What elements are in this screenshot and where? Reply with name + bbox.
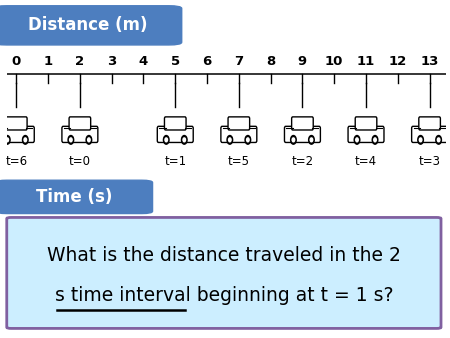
Circle shape (437, 138, 440, 142)
Text: 8: 8 (266, 55, 275, 68)
Circle shape (4, 136, 10, 144)
Circle shape (374, 138, 376, 142)
FancyBboxPatch shape (284, 126, 320, 142)
Text: 2: 2 (75, 55, 85, 68)
Circle shape (356, 138, 358, 142)
Circle shape (183, 138, 185, 142)
Circle shape (309, 136, 314, 144)
Circle shape (418, 136, 423, 144)
Text: 10: 10 (325, 55, 343, 68)
Circle shape (86, 136, 92, 144)
Text: t=5: t=5 (228, 155, 250, 168)
Circle shape (227, 136, 233, 144)
FancyBboxPatch shape (419, 117, 441, 130)
FancyBboxPatch shape (412, 126, 448, 142)
Circle shape (6, 138, 9, 142)
Circle shape (354, 136, 360, 144)
Text: t=1: t=1 (164, 155, 186, 168)
Circle shape (88, 138, 90, 142)
FancyBboxPatch shape (7, 217, 441, 329)
FancyBboxPatch shape (164, 117, 186, 130)
Text: 13: 13 (420, 55, 439, 68)
FancyBboxPatch shape (0, 126, 34, 142)
Text: 3: 3 (107, 55, 116, 68)
Text: t=2: t=2 (291, 155, 314, 168)
Circle shape (70, 138, 72, 142)
Circle shape (24, 138, 27, 142)
Circle shape (291, 136, 296, 144)
Text: t=3: t=3 (418, 155, 441, 168)
FancyBboxPatch shape (228, 117, 250, 130)
Circle shape (165, 138, 167, 142)
Circle shape (247, 138, 249, 142)
Circle shape (22, 136, 28, 144)
Text: 4: 4 (139, 55, 148, 68)
Text: s time interval beginning at t = 1 s?: s time interval beginning at t = 1 s? (54, 286, 393, 305)
Circle shape (419, 138, 422, 142)
FancyBboxPatch shape (292, 117, 313, 130)
Text: t=6: t=6 (5, 155, 27, 168)
FancyBboxPatch shape (62, 126, 98, 142)
Text: 5: 5 (171, 55, 180, 68)
Text: t=4: t=4 (355, 155, 377, 168)
Circle shape (181, 136, 187, 144)
Text: Time (s): Time (s) (36, 188, 112, 206)
Circle shape (310, 138, 313, 142)
FancyBboxPatch shape (355, 117, 377, 130)
Circle shape (245, 136, 251, 144)
FancyBboxPatch shape (221, 126, 257, 142)
Text: Distance (m): Distance (m) (28, 16, 148, 34)
Circle shape (292, 138, 295, 142)
FancyBboxPatch shape (0, 180, 153, 214)
Text: 11: 11 (357, 55, 375, 68)
Circle shape (436, 136, 441, 144)
Text: 6: 6 (202, 55, 211, 68)
Text: What is the distance traveled in the 2: What is the distance traveled in the 2 (47, 246, 401, 265)
Text: 1: 1 (44, 55, 53, 68)
Text: t=0: t=0 (69, 155, 91, 168)
FancyBboxPatch shape (69, 117, 90, 130)
Circle shape (229, 138, 231, 142)
Circle shape (372, 136, 378, 144)
FancyBboxPatch shape (0, 6, 182, 45)
Text: 0: 0 (12, 55, 21, 68)
Text: 12: 12 (389, 55, 407, 68)
Text: 7: 7 (234, 55, 243, 68)
Circle shape (163, 136, 169, 144)
FancyBboxPatch shape (348, 126, 384, 142)
Circle shape (68, 136, 74, 144)
FancyBboxPatch shape (5, 117, 27, 130)
Text: 9: 9 (298, 55, 307, 68)
FancyBboxPatch shape (158, 126, 193, 142)
